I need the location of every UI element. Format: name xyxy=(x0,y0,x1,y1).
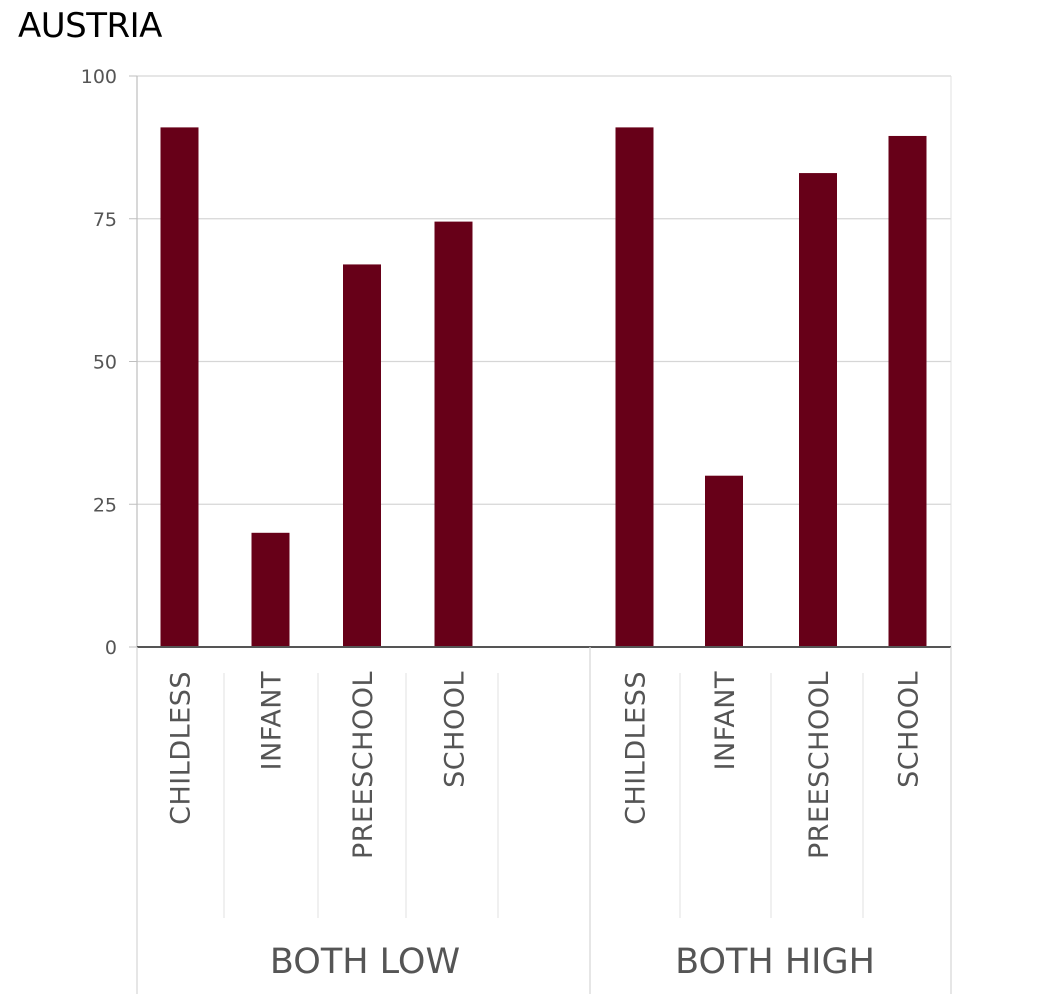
bar xyxy=(434,221,473,648)
group-label: BOTH HIGH xyxy=(675,942,875,982)
chart-title: AUSTRIA xyxy=(18,6,162,46)
group-label: BOTH LOW xyxy=(270,942,460,982)
category-label: SCHOOL xyxy=(440,671,471,788)
bar xyxy=(888,135,927,647)
category-label: PREESCHOOL xyxy=(348,671,379,859)
bar xyxy=(343,264,381,647)
bar xyxy=(615,127,654,647)
category-label: PREESCHOOL xyxy=(804,671,835,859)
y-tick-label: 0 xyxy=(105,637,117,659)
bar xyxy=(160,127,199,647)
category-label: INFANT xyxy=(710,671,741,770)
bar xyxy=(251,532,290,647)
bar xyxy=(705,475,743,647)
y-tick-label: 25 xyxy=(93,494,117,516)
y-tick-label: 50 xyxy=(93,352,117,374)
category-label: INFANT xyxy=(257,671,288,770)
category-label: CHILDLESS xyxy=(166,671,197,825)
bar xyxy=(799,173,837,647)
y-tick-label: 100 xyxy=(81,66,117,88)
y-tick-label: 75 xyxy=(93,209,117,231)
category-label: CHILDLESS xyxy=(621,671,652,825)
category-label: SCHOOL xyxy=(894,671,925,788)
